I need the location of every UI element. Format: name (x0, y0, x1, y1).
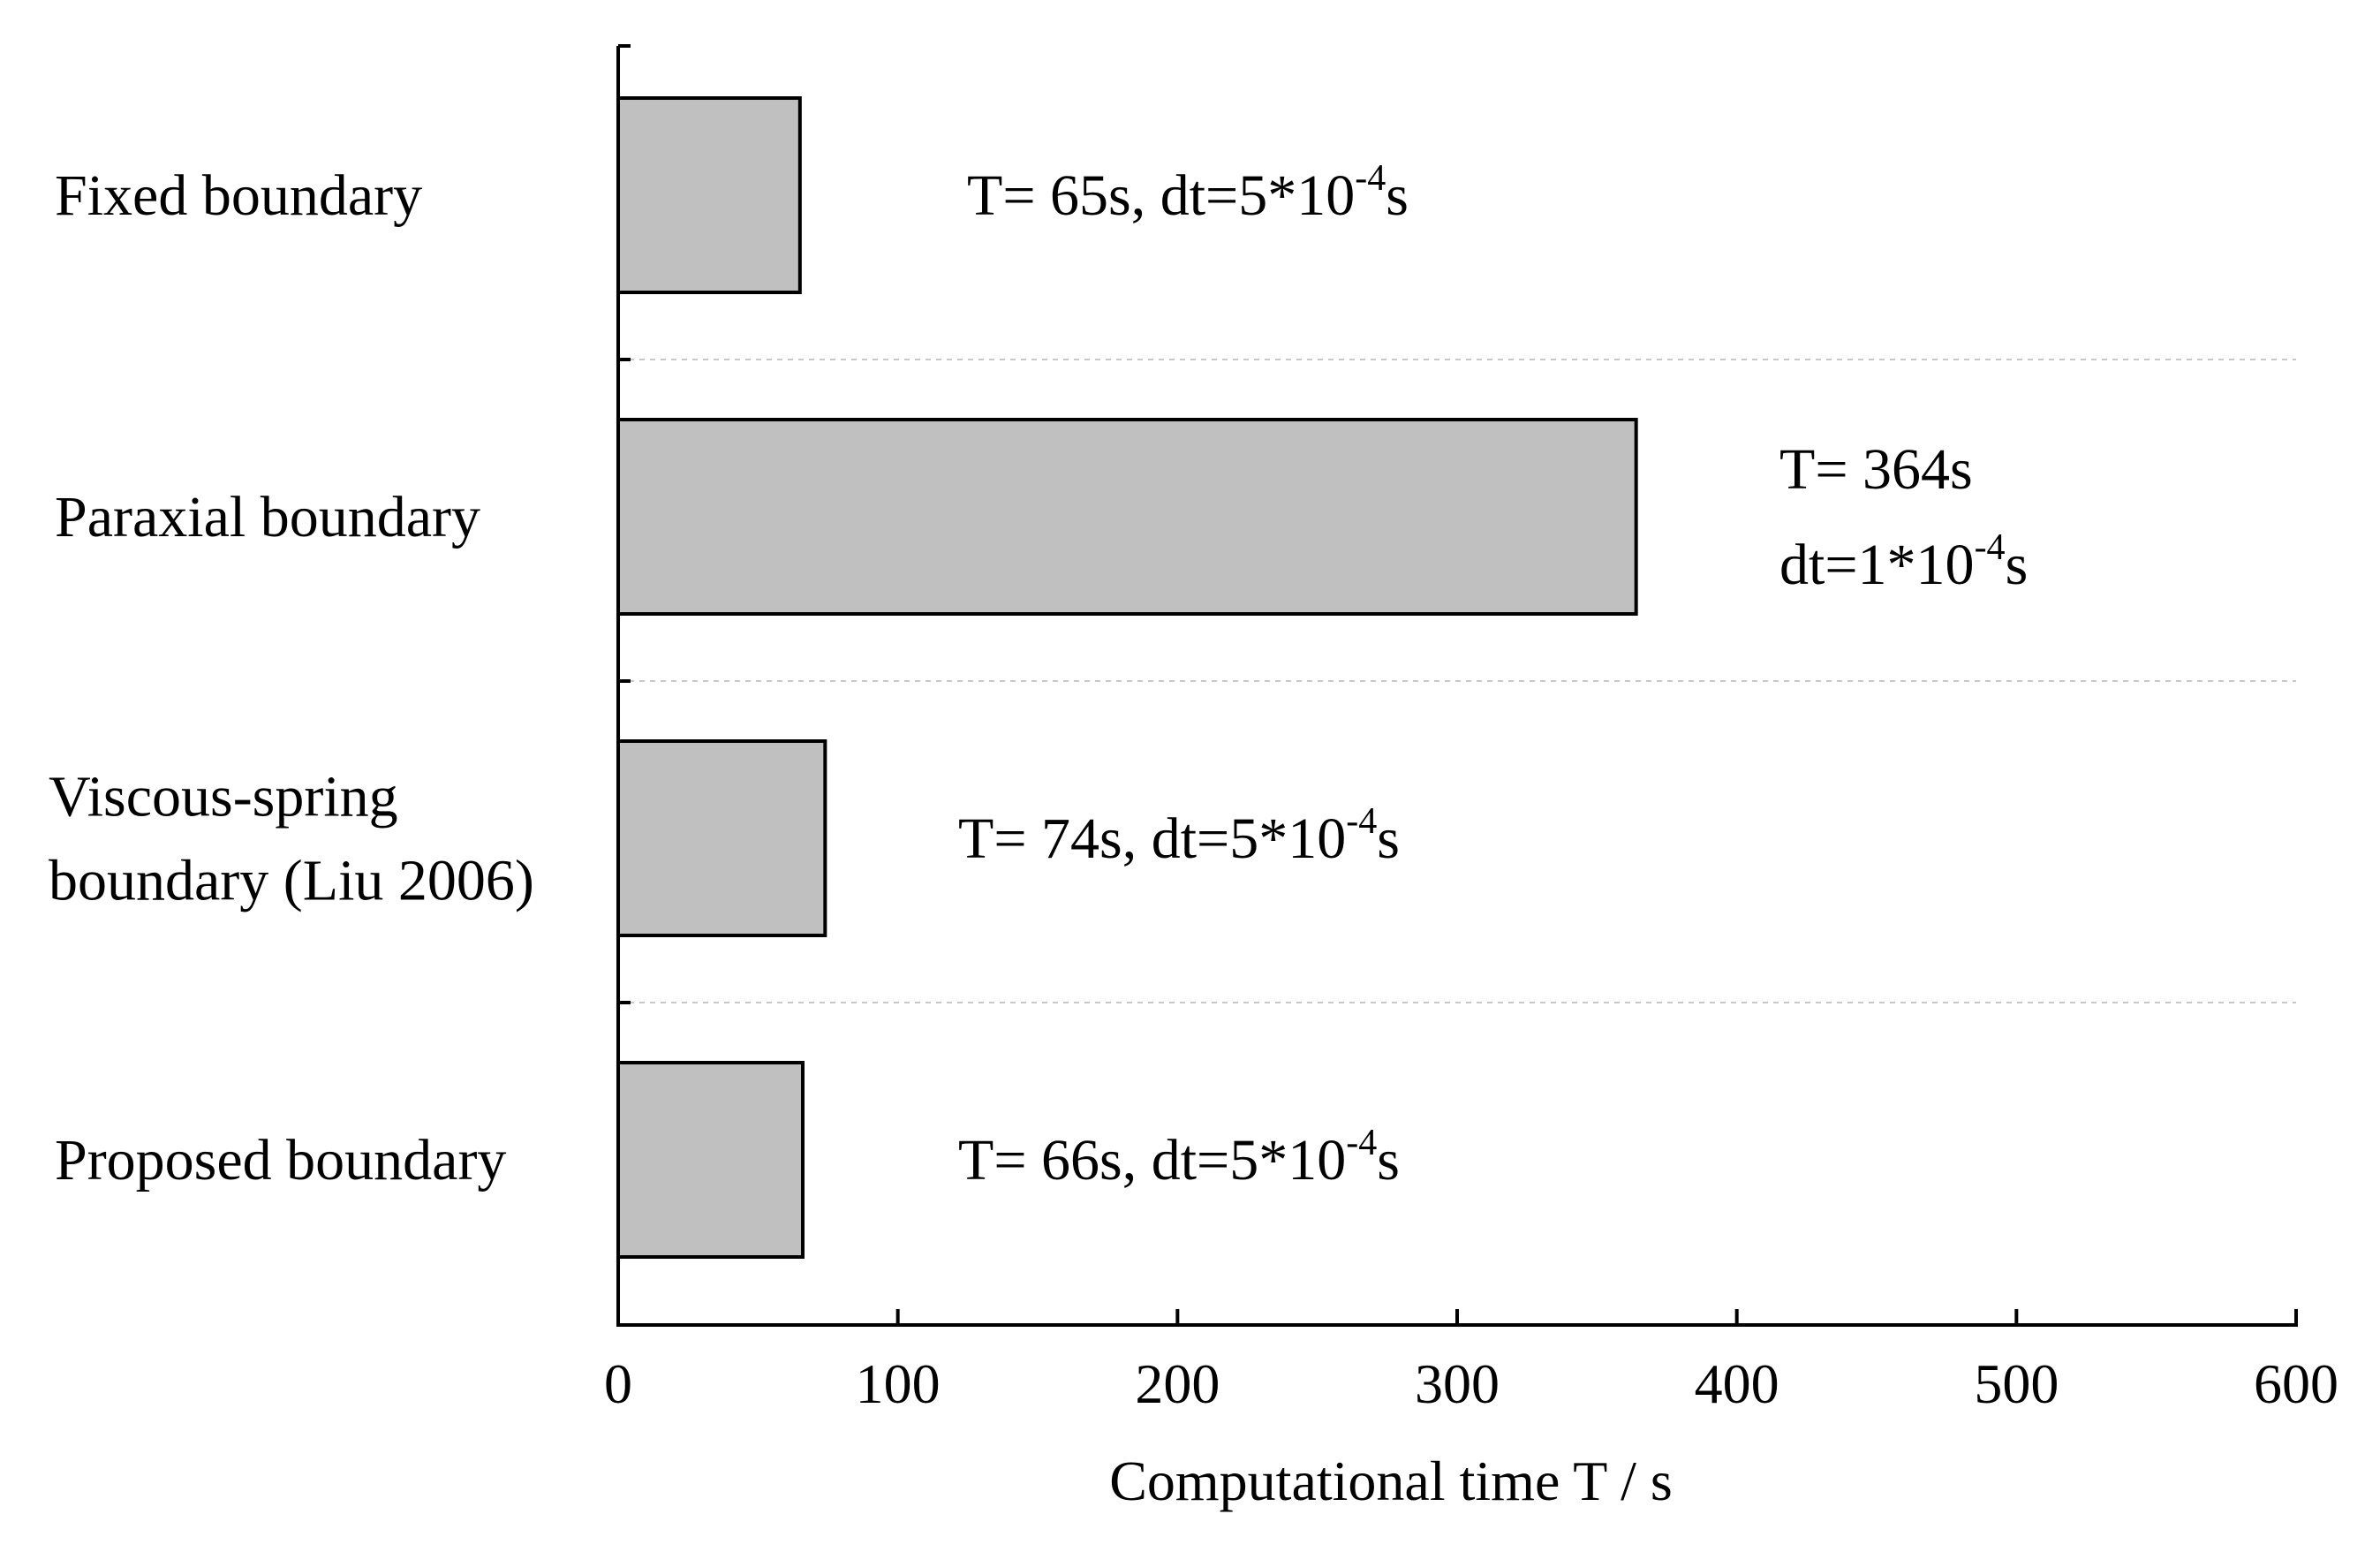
bar (616, 418, 1638, 616)
bar-annotations: T= 65s, dt=5*10-4s T= 364s dt=1*10-4s T= 74… (958, 158, 2028, 1192)
x-tick-label: 600 (2254, 1352, 2338, 1415)
x-tick-label: 200 (1135, 1352, 1220, 1415)
bar (616, 96, 802, 294)
bar-annotation: T= 66s, dt=5*10-4s (958, 1123, 1400, 1192)
category-label: Viscous-spring (49, 765, 398, 829)
bar-annotation: T= 65s, dt=5*10-4s (967, 158, 1409, 228)
bar (616, 1061, 805, 1259)
category-separators (618, 359, 2296, 1003)
category-labels: Fixed boundary Paraxial boundary Viscous-s… (49, 163, 534, 1192)
category-label: Fixed boundary (55, 163, 422, 228)
x-tick-label: 0 (604, 1352, 632, 1415)
bar-annotation: T= 364s (1779, 437, 1973, 502)
x-axis-label: Computational time T / s (1109, 1450, 1673, 1512)
x-tick-label: 300 (1415, 1352, 1500, 1415)
category-label: Proposed boundary (55, 1128, 506, 1192)
category-label: Paraxial boundary (55, 485, 480, 549)
bar (616, 739, 827, 937)
x-tick-label: 500 (1974, 1352, 2059, 1415)
x-tick-label: 400 (1695, 1352, 1779, 1415)
bar-annotation: dt=1*10-4s (1779, 527, 2028, 597)
x-tick-label: 100 (856, 1352, 941, 1415)
category-label: boundary (Liu 2006) (49, 849, 534, 913)
bar-annotation: T= 74s, dt=5*10-4s (958, 801, 1400, 871)
x-tick-labels: 0 100 200 300 400 500 600 (604, 1352, 2338, 1415)
bars (616, 96, 1638, 1259)
axes (616, 44, 2298, 1327)
